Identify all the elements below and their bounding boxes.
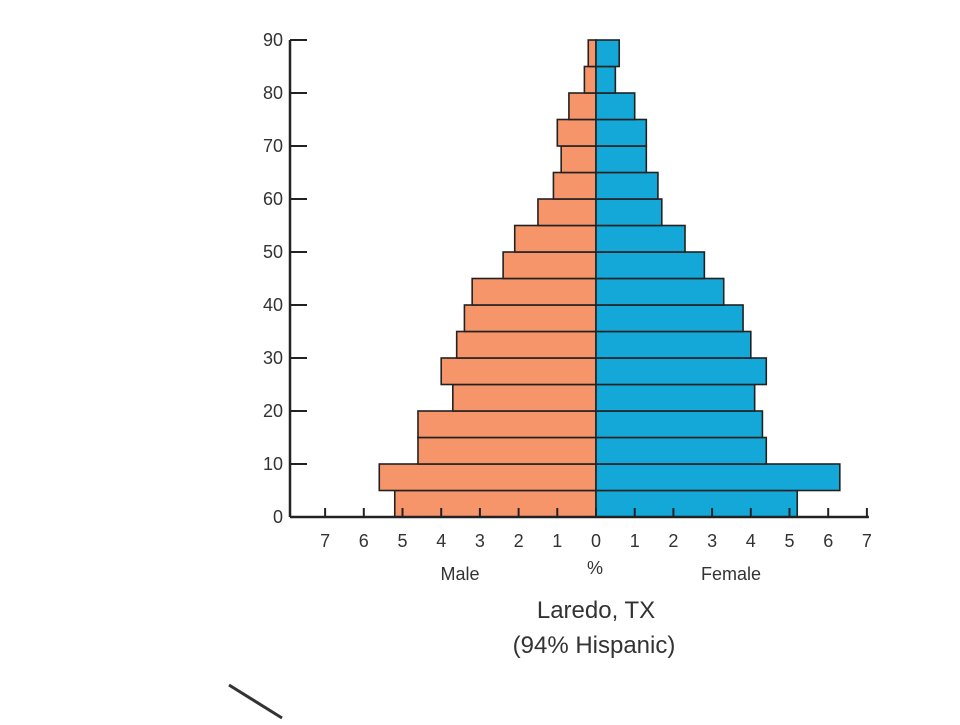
male-bar	[513, 224, 597, 253]
x-tick-label: 1	[552, 531, 562, 551]
female-bar	[595, 357, 768, 386]
male-bar	[537, 198, 597, 227]
male-bar	[560, 145, 597, 174]
y-tick-label: 30	[263, 348, 283, 368]
male-bar	[583, 65, 597, 94]
male-bar	[552, 171, 597, 200]
x-tick-label: 6	[823, 531, 833, 551]
y-tick-label: 20	[263, 401, 283, 421]
y-tick-label: 0	[273, 507, 283, 527]
male-bar	[417, 410, 597, 439]
male-bar	[452, 383, 597, 412]
x-tick-label: 3	[707, 531, 717, 551]
y-tick-label: 50	[263, 242, 283, 262]
x-tick-label: 2	[668, 531, 678, 551]
female-label: Female	[701, 564, 761, 584]
x-tick-label: 4	[436, 531, 446, 551]
male-bar	[393, 489, 597, 518]
female-bar	[595, 383, 756, 412]
x-tick-label: 2	[514, 531, 524, 551]
y-tick-label: 40	[263, 295, 283, 315]
female-bar	[595, 171, 659, 200]
female-bar	[595, 39, 621, 68]
female-bar	[595, 65, 617, 94]
x-tick-label: 6	[359, 531, 369, 551]
female-bar	[595, 224, 686, 253]
female-bar	[595, 330, 752, 359]
x-tick-label: 1	[630, 531, 640, 551]
female-bar	[595, 92, 636, 121]
female-bar	[595, 410, 764, 439]
y-tick-label: 10	[263, 454, 283, 474]
x-tick-label: 7	[320, 531, 330, 551]
female-bar	[595, 251, 706, 280]
axes-layer	[288, 40, 869, 519]
y-tick-label: 60	[263, 189, 283, 209]
male-label: Male	[440, 564, 479, 584]
female-bar	[595, 277, 725, 306]
male-bar	[378, 463, 597, 492]
female-bar	[595, 489, 799, 518]
chart-title: Laredo, TX	[537, 597, 655, 624]
female-bar	[595, 198, 663, 227]
x-tick-label: 3	[475, 531, 485, 551]
male-bar	[587, 39, 597, 68]
decorative-diagonal-line	[228, 683, 283, 720]
male-bar	[440, 357, 597, 386]
chart-subtitle: (94% Hispanic)	[513, 632, 676, 659]
x-tick-label: 5	[397, 531, 407, 551]
male-bar	[502, 251, 597, 280]
female-bar	[595, 118, 648, 147]
y-tick-label: 80	[263, 83, 283, 103]
male-bar	[455, 330, 597, 359]
x-tick-label: 4	[746, 531, 756, 551]
xlabel-percent: %	[587, 558, 603, 578]
y-tick-label: 70	[263, 136, 283, 156]
male-bar	[463, 304, 597, 333]
x-tick-label: 5	[784, 531, 794, 551]
male-bar	[556, 118, 597, 147]
x-tick-label: 0	[591, 531, 601, 551]
female-bar	[595, 436, 768, 465]
y-tick-label: 90	[263, 30, 283, 50]
male-bar	[471, 277, 597, 306]
x-tick-label: 7	[862, 531, 872, 551]
male-bar	[417, 436, 597, 465]
female-bar	[595, 463, 841, 492]
female-bar	[595, 304, 744, 333]
female-bar	[595, 145, 648, 174]
bars-layer	[378, 39, 841, 518]
male-bar	[568, 92, 597, 121]
